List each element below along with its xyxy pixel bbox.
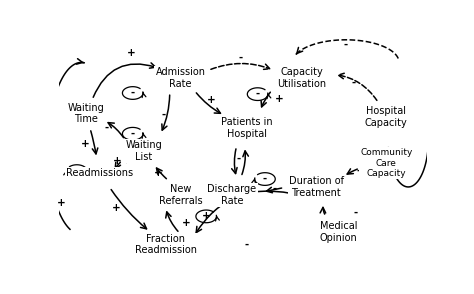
Text: -: - — [273, 184, 277, 194]
Text: +: + — [81, 139, 89, 149]
Text: +: + — [112, 203, 120, 213]
Text: -: - — [239, 53, 243, 63]
Text: -: - — [131, 88, 135, 98]
Text: Community
Care
Capacity: Community Care Capacity — [360, 148, 412, 178]
Text: -: - — [344, 39, 348, 49]
Text: +: + — [207, 95, 216, 105]
Text: Waiting
Time: Waiting Time — [67, 103, 104, 124]
Text: -: - — [263, 174, 267, 184]
Text: Capacity
Utilisation: Capacity Utilisation — [277, 68, 326, 89]
Text: Patients in
Hospital: Patients in Hospital — [221, 117, 273, 139]
Text: -: - — [351, 78, 355, 88]
Text: Fraction
Readmission: Fraction Readmission — [135, 234, 197, 255]
Text: New
Referrals: New Referrals — [159, 184, 202, 206]
Text: +: + — [182, 218, 191, 228]
Text: -: - — [131, 129, 135, 139]
Text: +: + — [202, 211, 210, 221]
Text: -: - — [105, 123, 109, 133]
Text: +: + — [275, 94, 284, 104]
Text: Discharge
Rate: Discharge Rate — [207, 184, 256, 206]
Text: -: - — [245, 240, 249, 250]
Text: -: - — [354, 207, 358, 217]
Text: Medical
Opinion: Medical Opinion — [319, 221, 357, 243]
Text: -: - — [237, 154, 241, 164]
Text: Duration of
Treatment: Duration of Treatment — [289, 176, 344, 198]
Text: -: - — [162, 109, 166, 120]
Text: +: + — [154, 168, 163, 178]
Text: +: + — [113, 156, 122, 166]
Text: +: + — [127, 49, 135, 59]
Text: Hospital
Capacity: Hospital Capacity — [365, 106, 408, 128]
Text: +: + — [57, 198, 65, 208]
Text: +: + — [73, 166, 81, 176]
Text: Waiting
List: Waiting List — [125, 140, 162, 161]
Text: Admission
Rate: Admission Rate — [155, 68, 205, 89]
Text: Readmissions: Readmissions — [66, 168, 133, 178]
Text: -: - — [255, 89, 260, 99]
Text: -: - — [356, 166, 361, 176]
